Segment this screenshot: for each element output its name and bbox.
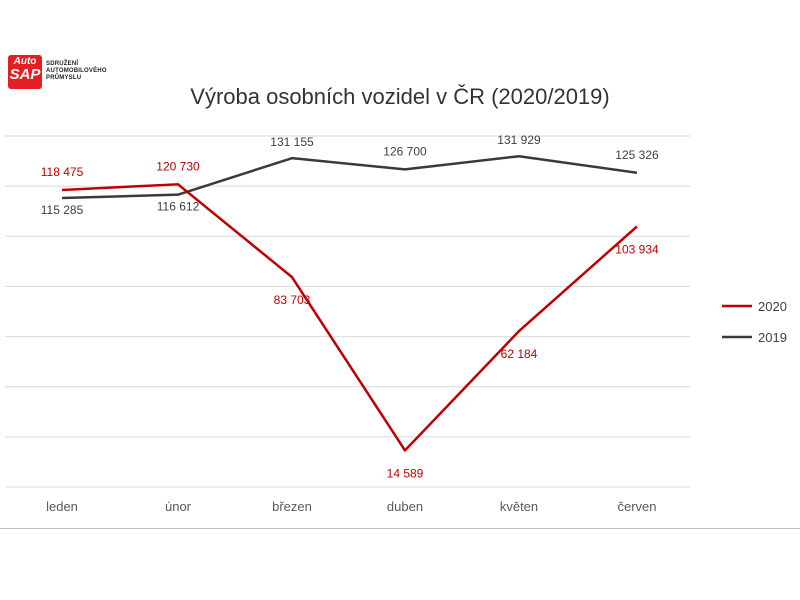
x-tick-label: leden [46,499,78,514]
data-label: 115 285 [41,203,84,217]
data-label: 125 326 [615,148,659,162]
x-tick-label: únor [165,499,192,514]
data-label: 83 703 [274,293,311,307]
data-label: 14 589 [387,466,424,480]
autosap-logo-icon: Auto SAP [8,55,42,89]
legend-label: 2019 [758,330,787,345]
data-label: 118 475 [41,165,84,179]
data-label: 120 730 [156,159,200,173]
x-tick-label: březen [272,499,312,514]
x-tick-label: červen [617,499,656,514]
data-label: 116 612 [157,200,200,214]
logo-badge-bottom: SAP [9,66,41,83]
logo-badge-top: Auto [13,56,37,67]
series-line-2020 [61,183,638,452]
data-label: 103 934 [615,242,659,256]
data-label: 131 929 [497,133,541,147]
data-label: 126 700 [383,144,427,158]
data-label: 131 155 [270,135,314,149]
x-tick-label: duben [387,499,423,514]
chart-title: Výroba osobních vozidel v ČR (2020/2019) [190,84,610,109]
data-label: 62 184 [501,347,538,361]
logo-line-1: SDRUŽENÍ [46,61,79,67]
series-line-2019 [61,154,638,200]
logo-text: SDRUŽENÍ AUTOMOBILOVÉHO PRŮMYSLU [46,61,107,82]
legend-label: 2020 [758,299,787,314]
x-tick-label: květen [500,499,538,514]
logo-line-3: PRŮMYSLU [46,75,82,81]
logo-line-2: AUTOMOBILOVÉHO [46,68,107,74]
bottom-divider [0,528,800,529]
autosap-logo: Auto SAP SDRUŽENÍ AUTOMOBILOVÉHO PRŮMYSL… [8,55,107,89]
